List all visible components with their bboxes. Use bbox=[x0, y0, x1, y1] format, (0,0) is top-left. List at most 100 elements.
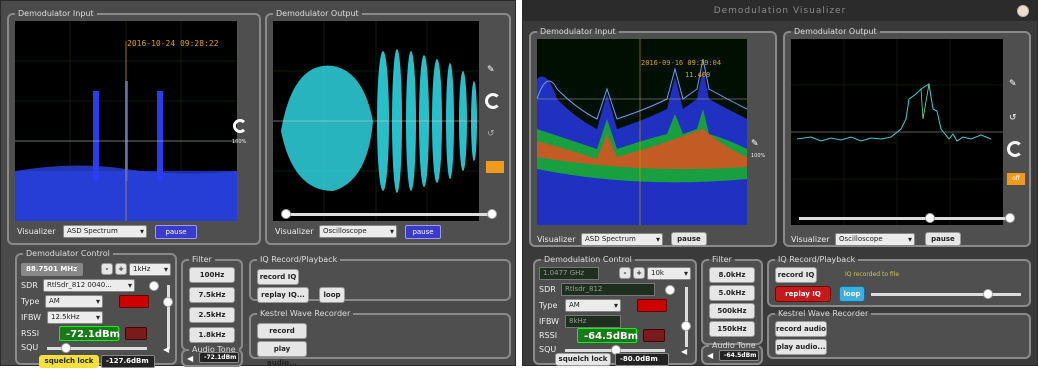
right-squelch-lock-button[interactable]: squelch lock bbox=[555, 353, 611, 366]
left-squelch-thumb[interactable] bbox=[61, 343, 71, 353]
left-timestamp: 2016-10-24 09:28:22 bbox=[127, 39, 219, 48]
right-rssi-label: RSSI bbox=[539, 331, 558, 340]
right-output-slider-thumb-right[interactable] bbox=[1005, 213, 1015, 223]
right-output-pause-button[interactable]: pause bbox=[925, 232, 961, 246]
right-close-icon[interactable] bbox=[1017, 5, 1029, 17]
right-step-select[interactable]: 10k bbox=[647, 267, 691, 280]
left-play-audio-button[interactable]: play audio... bbox=[257, 341, 307, 367]
left-oscilloscope-plot[interactable] bbox=[273, 21, 479, 221]
left-sdr-settings-icon[interactable] bbox=[149, 281, 159, 291]
left-step-minus-button[interactable]: - bbox=[101, 263, 113, 275]
left-audio-speaker-icon[interactable]: ◀ bbox=[187, 354, 194, 363]
right-rssi-bar bbox=[643, 329, 665, 342]
right-output-slider[interactable] bbox=[799, 217, 1013, 220]
right-sdr-settings-icon[interactable] bbox=[665, 285, 675, 295]
left-speaker-icon[interactable]: ◀ bbox=[163, 345, 170, 354]
left-record-indicator[interactable] bbox=[119, 295, 149, 308]
left-output-mode-select[interactable]: Oscilloscope bbox=[319, 225, 397, 238]
left-filter-title: Filter bbox=[192, 255, 212, 264]
left-spectrum-plot[interactable] bbox=[15, 21, 237, 221]
left-step-plus-button[interactable]: + bbox=[115, 263, 127, 275]
left-type-select[interactable]: AM bbox=[45, 295, 103, 308]
left-rssi-display: -72.1dBm bbox=[59, 326, 120, 341]
left-filter-button-2[interactable]: 7.5kHz bbox=[189, 287, 235, 303]
right-output-visualizer-label: Visualizer bbox=[791, 235, 830, 244]
left-iq-title: IQ Record/Playback bbox=[260, 255, 338, 264]
left-ifbw-select[interactable]: 12.5kHz bbox=[47, 311, 103, 324]
left-volume-thumb[interactable] bbox=[163, 297, 173, 307]
right-spectrum-plot[interactable] bbox=[537, 39, 747, 225]
left-squelch-slider[interactable] bbox=[47, 347, 147, 350]
right-input-mode-select[interactable]: ASD Spectrum bbox=[581, 233, 663, 246]
left-visualizer-label: Visualizer bbox=[17, 227, 56, 236]
right-scale-knob-icon[interactable] bbox=[1007, 141, 1023, 157]
right-playback-slider[interactable] bbox=[871, 293, 1021, 296]
right-replay-iq-button[interactable]: replay IQ bbox=[775, 286, 831, 302]
right-step-minus-button[interactable]: - bbox=[619, 267, 631, 279]
right-input-title: Demodulator Input bbox=[540, 27, 616, 36]
right-filter-title: Filter bbox=[712, 255, 732, 264]
right-record-iq-button[interactable]: record IQ bbox=[775, 267, 817, 283]
left-record-iq-button[interactable]: record IQ bbox=[257, 269, 299, 285]
right-output-slider-thumb[interactable] bbox=[925, 213, 935, 223]
left-step-select[interactable]: 1kHz bbox=[129, 263, 171, 276]
left-input-pause-button[interactable]: pause bbox=[155, 225, 197, 239]
right-loop-button[interactable]: loop bbox=[839, 286, 865, 302]
left-knob-label: 100% bbox=[232, 139, 247, 145]
right-filter-button-3[interactable]: 500kHz bbox=[709, 303, 755, 319]
left-filter-button-3[interactable]: 2.5kHz bbox=[189, 307, 235, 323]
left-control-title: Demodulator Control bbox=[26, 249, 110, 258]
left-filter-button-4[interactable]: 1.8kHz bbox=[189, 327, 235, 343]
left-record-audio-button[interactable]: record audio bbox=[257, 323, 307, 349]
left-input-mode-select[interactable]: ASD Spectrum bbox=[63, 225, 147, 238]
left-output-slider-thumb-right[interactable] bbox=[487, 209, 497, 219]
right-filter-button-2[interactable]: 5.0kHz bbox=[709, 285, 755, 301]
right-frequency-display[interactable]: 1.0477 GHz bbox=[539, 267, 599, 280]
left-filter-button-1[interactable]: 100Hz bbox=[189, 267, 235, 283]
left-sdr-select[interactable]: RtlSdr_812 0040... bbox=[43, 279, 135, 292]
right-audio-speaker-icon[interactable]: ◀ bbox=[707, 351, 714, 360]
right-squ-label: SQU bbox=[539, 345, 557, 354]
left-frequency-display[interactable]: 88.7501 MHz bbox=[21, 263, 83, 276]
right-record-audio-button[interactable]: record audio bbox=[775, 321, 827, 337]
left-squelch-lock-button[interactable]: squelch lock bbox=[39, 355, 99, 368]
right-output-mode-select[interactable]: Oscilloscope bbox=[835, 233, 915, 246]
left-app-window: Demodulator Input 2016-10-24 09:28:22 10… bbox=[0, 0, 516, 368]
left-volume-slider[interactable] bbox=[167, 285, 170, 349]
left-output-slider-thumb[interactable] bbox=[281, 209, 291, 219]
right-volume-slider[interactable] bbox=[685, 287, 688, 347]
right-reset-icon[interactable]: ↺ bbox=[1009, 113, 1017, 123]
left-output-pause-button[interactable]: pause bbox=[405, 225, 441, 239]
right-ifbw-select[interactable]: 8kHz bbox=[565, 315, 621, 328]
left-replay-iq-button[interactable]: replay IQ... bbox=[257, 287, 309, 303]
right-knob-label: 100% bbox=[751, 153, 766, 159]
right-output-pen-icon[interactable]: ✎ bbox=[1009, 79, 1017, 89]
right-type-label: Type bbox=[539, 301, 558, 310]
right-volume-thumb[interactable] bbox=[681, 321, 691, 331]
right-iq-status: IQ recorded to file bbox=[845, 271, 900, 278]
right-playback-thumb[interactable] bbox=[983, 289, 993, 299]
right-orange-toggle[interactable]: off bbox=[1007, 173, 1025, 185]
right-sdr-select[interactable]: Rtlsdr_812 bbox=[561, 283, 655, 296]
right-timestamp: 2016-09-16 09:39:04 bbox=[641, 59, 722, 67]
right-oscilloscope-plot[interactable] bbox=[791, 39, 1003, 225]
right-filter-button-4[interactable]: 150kHz bbox=[709, 321, 755, 337]
right-type-select[interactable]: AM bbox=[565, 299, 621, 312]
left-orange-toggle[interactable] bbox=[486, 161, 504, 173]
left-scale-knob-icon[interactable] bbox=[485, 93, 501, 109]
left-loop-button[interactable]: loop bbox=[319, 287, 345, 303]
right-filter-button-1[interactable]: 8.0kHz bbox=[709, 267, 755, 283]
right-play-audio-button[interactable]: play audio... bbox=[775, 339, 827, 355]
right-record-indicator[interactable] bbox=[637, 299, 667, 312]
left-output-slider[interactable] bbox=[283, 213, 493, 216]
right-pen-icon[interactable]: ✎ bbox=[751, 139, 759, 149]
left-pen-icon[interactable]: ✎ bbox=[487, 65, 495, 75]
right-speaker-icon[interactable]: ◀ bbox=[681, 347, 688, 356]
right-app-window: Demodulation Visualizer Demodulator Inpu… bbox=[522, 0, 1038, 366]
right-step-plus-button[interactable]: + bbox=[633, 267, 645, 279]
right-input-pause-button[interactable]: pause bbox=[671, 232, 707, 246]
left-rssi-bar bbox=[125, 327, 147, 340]
left-reset-icon[interactable]: ↺ bbox=[487, 129, 495, 139]
left-output-visualizer-label: Visualizer bbox=[275, 227, 314, 236]
left-gain-knob-icon[interactable] bbox=[233, 119, 247, 133]
